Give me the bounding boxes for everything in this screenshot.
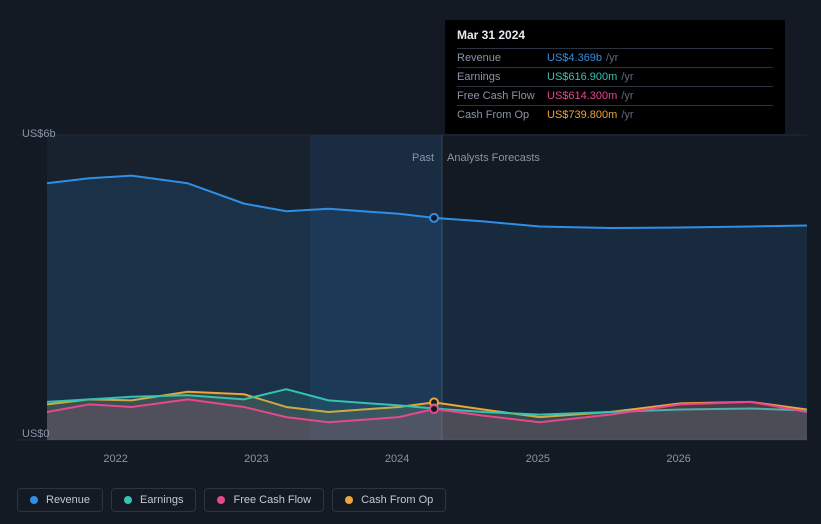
tooltip-row-value: US$614.300m bbox=[547, 90, 617, 102]
tooltip-row-value: US$739.800m bbox=[547, 109, 617, 121]
tooltip-row: EarningsUS$616.900m/yr bbox=[457, 67, 773, 86]
x-axis-tick-label: 2022 bbox=[103, 453, 127, 465]
legend-dot-icon bbox=[345, 496, 353, 504]
x-axis-tick-label: 2025 bbox=[526, 453, 550, 465]
tooltip-row-value: US$616.900m bbox=[547, 71, 617, 83]
tooltip-row-label: Earnings bbox=[457, 71, 547, 83]
tooltip-row-suffix: /yr bbox=[621, 90, 633, 102]
tooltip-row: RevenueUS$4.369b/yr bbox=[457, 48, 773, 67]
tooltip-row-label: Free Cash Flow bbox=[457, 90, 547, 102]
y-axis-max-label: US$6b bbox=[22, 128, 56, 140]
chart-legend: Revenue Earnings Free Cash Flow Cash From O… bbox=[17, 488, 446, 512]
tooltip-row-label: Revenue bbox=[457, 52, 547, 64]
tooltip-row: Free Cash FlowUS$614.300m/yr bbox=[457, 86, 773, 105]
tooltip-row: Cash From OpUS$739.800m/yr bbox=[457, 105, 773, 124]
legend-dot-icon bbox=[124, 496, 132, 504]
legend-item-label: Revenue bbox=[46, 494, 90, 506]
legend-item-label: Free Cash Flow bbox=[233, 494, 311, 506]
legend-item-earnings[interactable]: Earnings bbox=[111, 488, 196, 512]
legend-item-cfo[interactable]: Cash From Op bbox=[332, 488, 446, 512]
x-axis-tick-label: 2023 bbox=[244, 453, 268, 465]
tooltip-row-value: US$4.369b bbox=[547, 52, 602, 64]
legend-dot-icon bbox=[217, 496, 225, 504]
legend-item-fcf[interactable]: Free Cash Flow bbox=[204, 488, 324, 512]
tooltip-row-suffix: /yr bbox=[606, 52, 618, 64]
legend-item-label: Cash From Op bbox=[361, 494, 433, 506]
tooltip-row-suffix: /yr bbox=[621, 71, 633, 83]
x-axis-tick-label: 2026 bbox=[666, 453, 690, 465]
legend-item-label: Earnings bbox=[140, 494, 183, 506]
past-section-label: Past bbox=[412, 152, 434, 164]
tooltip-date: Mar 31 2024 bbox=[457, 28, 773, 48]
forecast-section-label: Analysts Forecasts bbox=[447, 152, 540, 164]
tooltip-row-label: Cash From Op bbox=[457, 109, 547, 121]
x-axis-tick-label: 2024 bbox=[385, 453, 409, 465]
legend-dot-icon bbox=[30, 496, 38, 504]
legend-item-revenue[interactable]: Revenue bbox=[17, 488, 103, 512]
tooltip-row-suffix: /yr bbox=[621, 109, 633, 121]
chart-tooltip: Mar 31 2024 RevenueUS$4.369b/yrEarningsU… bbox=[445, 20, 785, 134]
y-axis-min-label: US$0 bbox=[22, 428, 50, 440]
